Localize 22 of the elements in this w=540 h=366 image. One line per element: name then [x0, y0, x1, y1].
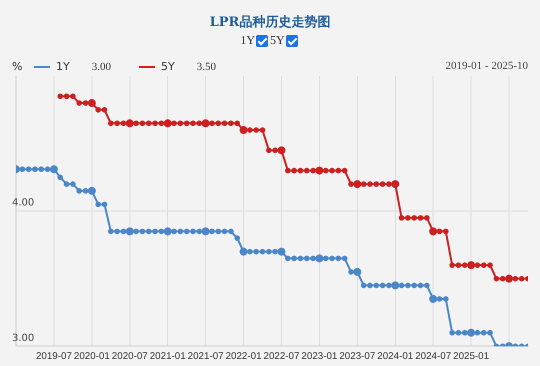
x-tick-label: 2021-01 [150, 350, 186, 362]
x-tick-label: 2023-07 [339, 350, 376, 362]
text: 1Y [240, 33, 255, 47]
legend-label: 5Y [160, 60, 175, 73]
text: 3.00 [92, 60, 111, 72]
legend-label: 1Y [56, 60, 70, 73]
x-tick-label: 2023-01 [301, 350, 338, 362]
y-axis-title: % [12, 60, 22, 73]
x-tick-label: 2022-01 [226, 350, 262, 362]
text: 5Y [270, 33, 285, 47]
x-tick-label: 2020-01 [74, 350, 110, 362]
x-tick-label: 2022-07 [263, 350, 300, 362]
x-tick-label: 2024-07 [415, 350, 452, 362]
x-tick-label: 2020-07 [112, 350, 148, 362]
y-tick-label: 4.00 [12, 198, 34, 209]
x-tick-label: 2025-01 [453, 350, 490, 362]
x-tick-label: 2019-07 [36, 350, 72, 362]
x-tick-label: 2024-01 [377, 350, 414, 362]
x-tick-label: 2021-07 [188, 350, 224, 362]
text: 2019-01 - 2025-10 [446, 60, 528, 72]
text: 3.50 [196, 60, 216, 72]
chart-title: LPR品种历史走势图 [208, 14, 332, 31]
